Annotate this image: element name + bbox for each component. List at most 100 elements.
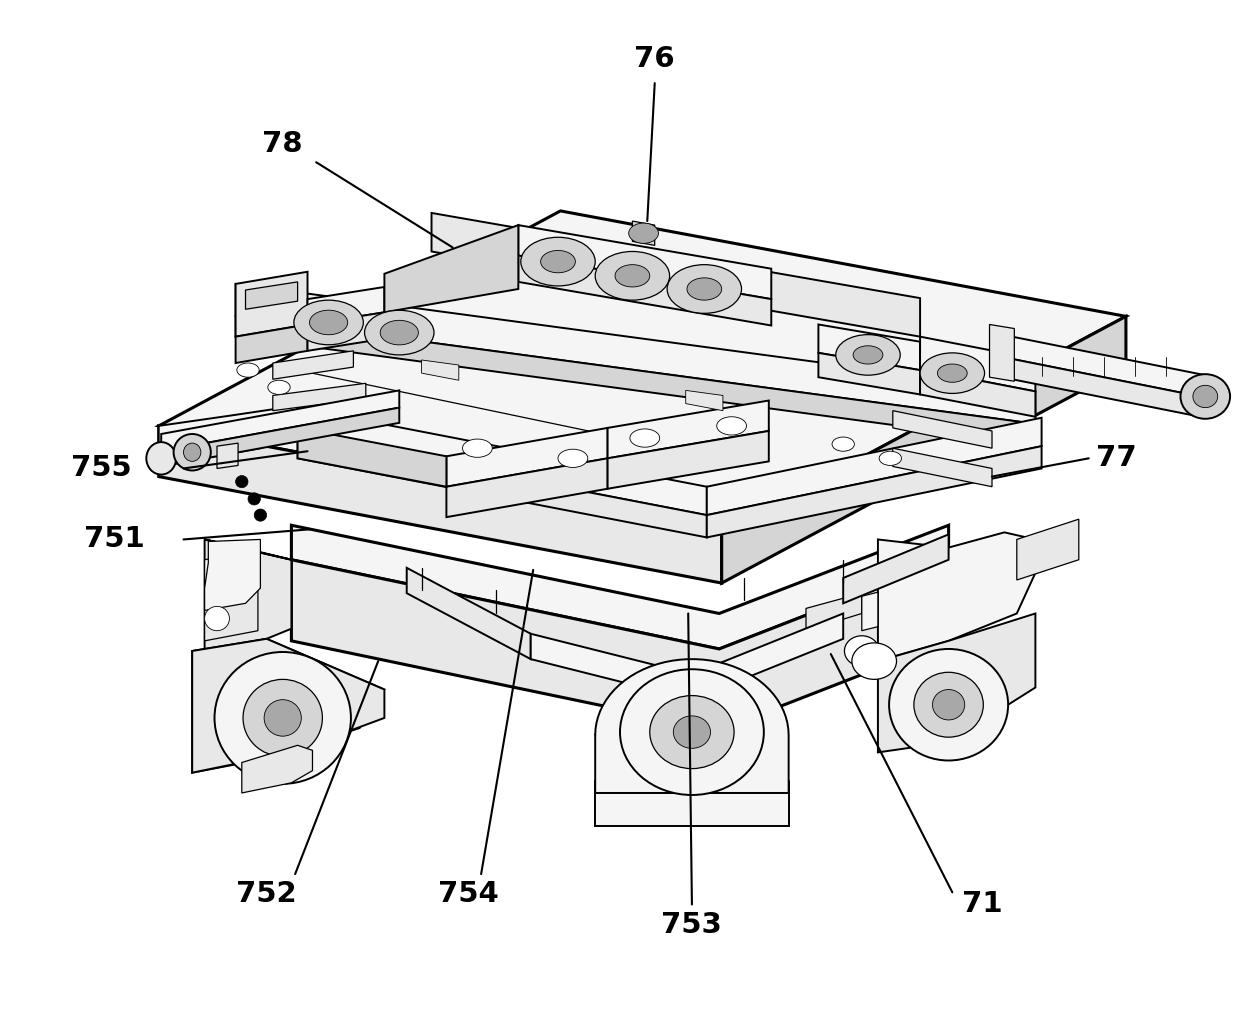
Polygon shape — [595, 659, 789, 793]
Ellipse shape — [852, 643, 897, 679]
Polygon shape — [893, 448, 992, 487]
Polygon shape — [818, 324, 920, 370]
Text: 78: 78 — [263, 130, 303, 158]
Ellipse shape — [237, 363, 259, 377]
Polygon shape — [692, 613, 843, 700]
Ellipse shape — [630, 429, 660, 447]
Polygon shape — [217, 443, 238, 468]
Ellipse shape — [836, 335, 900, 375]
Ellipse shape — [914, 672, 983, 737]
Polygon shape — [893, 411, 992, 448]
Ellipse shape — [174, 434, 211, 470]
Polygon shape — [291, 525, 949, 649]
Polygon shape — [205, 539, 260, 610]
Ellipse shape — [920, 353, 985, 393]
Ellipse shape — [365, 310, 434, 355]
Polygon shape — [246, 282, 298, 309]
Ellipse shape — [615, 265, 650, 287]
Ellipse shape — [932, 690, 965, 720]
Polygon shape — [518, 225, 771, 299]
Ellipse shape — [844, 636, 879, 666]
Text: 77: 77 — [1096, 444, 1136, 473]
Polygon shape — [236, 316, 1035, 444]
Polygon shape — [920, 337, 1035, 391]
Ellipse shape — [236, 476, 248, 488]
Polygon shape — [192, 639, 384, 773]
Ellipse shape — [832, 437, 854, 451]
Polygon shape — [298, 436, 707, 537]
Polygon shape — [174, 422, 254, 458]
Ellipse shape — [595, 251, 670, 300]
Polygon shape — [518, 256, 771, 325]
Polygon shape — [806, 593, 862, 631]
Polygon shape — [273, 383, 366, 411]
Polygon shape — [407, 568, 531, 659]
Polygon shape — [161, 390, 399, 451]
Ellipse shape — [463, 439, 492, 457]
Polygon shape — [1017, 519, 1079, 580]
Ellipse shape — [889, 649, 1008, 760]
Ellipse shape — [541, 250, 575, 273]
Polygon shape — [1002, 335, 1205, 397]
Text: 71: 71 — [962, 890, 1002, 919]
Ellipse shape — [650, 696, 734, 769]
Ellipse shape — [879, 451, 901, 465]
Polygon shape — [878, 532, 1035, 661]
Polygon shape — [818, 353, 920, 394]
Ellipse shape — [667, 265, 742, 313]
Polygon shape — [205, 539, 291, 651]
Ellipse shape — [264, 700, 301, 736]
Polygon shape — [159, 406, 298, 466]
Ellipse shape — [620, 669, 764, 795]
Ellipse shape — [853, 346, 883, 364]
Ellipse shape — [521, 237, 595, 286]
Polygon shape — [595, 793, 789, 826]
Polygon shape — [192, 639, 384, 773]
Text: 755: 755 — [72, 454, 131, 483]
Ellipse shape — [937, 364, 967, 382]
Polygon shape — [236, 324, 308, 363]
Polygon shape — [446, 458, 608, 517]
Polygon shape — [608, 431, 769, 489]
Polygon shape — [707, 446, 1042, 537]
Polygon shape — [205, 550, 258, 600]
Polygon shape — [159, 426, 722, 583]
Polygon shape — [707, 418, 1042, 515]
Polygon shape — [608, 401, 769, 458]
Polygon shape — [722, 316, 1126, 583]
Polygon shape — [843, 534, 949, 603]
Text: 751: 751 — [84, 525, 144, 554]
Polygon shape — [298, 428, 446, 487]
Text: 752: 752 — [237, 880, 296, 909]
Ellipse shape — [268, 380, 290, 394]
Polygon shape — [308, 312, 384, 351]
Polygon shape — [432, 213, 920, 337]
Ellipse shape — [629, 223, 658, 243]
Polygon shape — [205, 539, 291, 560]
Text: 754: 754 — [439, 880, 498, 909]
Polygon shape — [531, 634, 692, 700]
Polygon shape — [298, 408, 707, 515]
Ellipse shape — [558, 449, 588, 467]
Polygon shape — [205, 590, 258, 641]
Ellipse shape — [248, 493, 260, 505]
Ellipse shape — [1180, 374, 1230, 419]
Polygon shape — [236, 284, 1035, 424]
Polygon shape — [1002, 357, 1205, 418]
Polygon shape — [159, 211, 1126, 532]
Polygon shape — [632, 221, 655, 245]
Text: 76: 76 — [635, 45, 675, 73]
Polygon shape — [422, 360, 459, 380]
Text: 753: 753 — [661, 911, 723, 939]
Polygon shape — [291, 560, 949, 730]
Polygon shape — [920, 369, 1035, 417]
Ellipse shape — [1193, 385, 1218, 408]
Polygon shape — [242, 745, 312, 793]
Polygon shape — [236, 272, 308, 337]
Ellipse shape — [243, 679, 322, 756]
Ellipse shape — [310, 310, 347, 335]
Ellipse shape — [184, 443, 201, 461]
Polygon shape — [862, 592, 878, 631]
Ellipse shape — [146, 442, 176, 475]
Ellipse shape — [254, 509, 267, 521]
